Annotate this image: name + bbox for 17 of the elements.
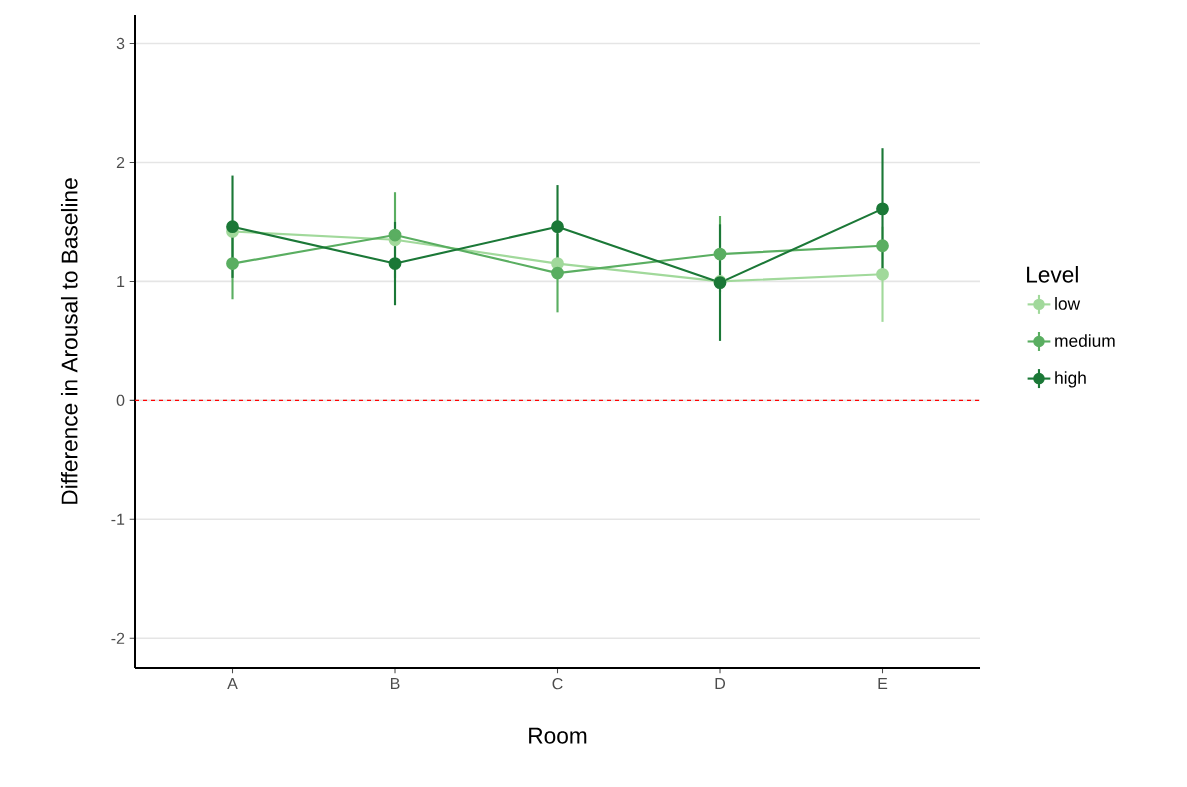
y-tick-label: 3 [116, 37, 125, 50]
x-tick-label: A [227, 678, 238, 690]
x-tick-label: B [390, 678, 400, 690]
y-tick-label: -2 [111, 632, 125, 644]
y-tick-label: 1 [117, 275, 125, 287]
legend-label: low [1055, 297, 1081, 310]
x-tick-label: E [878, 678, 888, 690]
x-axis-title: Room [529, 727, 587, 744]
y-axis-title: Difference in Arousal to Baseline [60, 178, 78, 504]
legend-title: Level [1027, 266, 1078, 283]
y-tick-label: 2 [116, 156, 125, 169]
y-tick-label: 0 [116, 394, 125, 407]
x-tick-label: C [552, 678, 563, 690]
y-tick-label: -1 [111, 513, 125, 525]
x-tick-label: D [715, 678, 726, 690]
legend-label: medium [1055, 334, 1115, 347]
legend-label: high [1055, 371, 1086, 388]
